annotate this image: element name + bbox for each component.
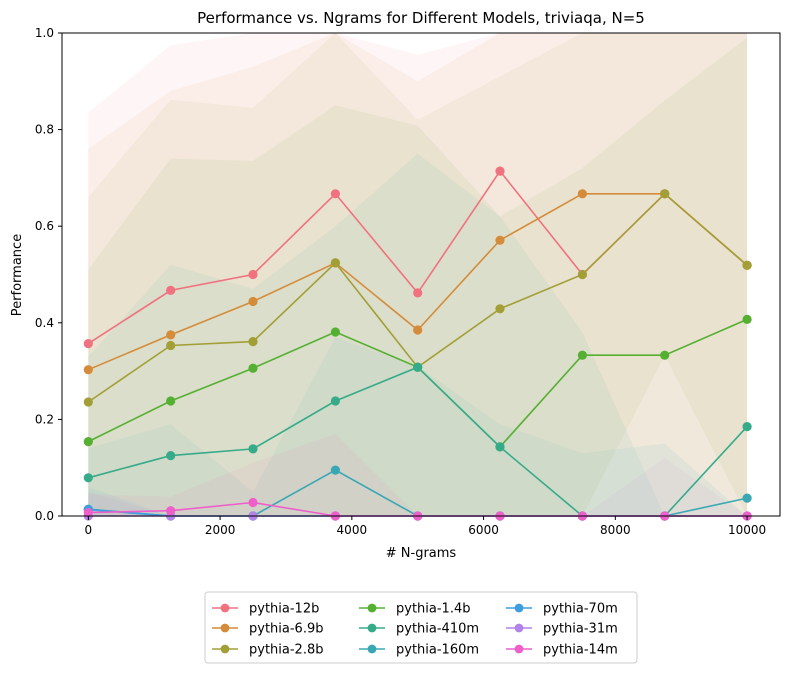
point-pythia-6.9b-1250 <box>166 330 176 340</box>
point-pythia-2.8b-1250 <box>166 340 176 351</box>
band-pythia-14m <box>88 433 748 516</box>
y-axis-label: Performance <box>10 234 25 316</box>
x-tick-label: 6000 <box>468 523 499 537</box>
point-pythia-2.8b-6250 <box>495 304 505 314</box>
legend-label-pythia-160m: pythia-160m <box>396 643 479 658</box>
x-axis-ticks: 0 2000 4000 6000 8000 10000 <box>85 516 766 537</box>
point-pythia-2.8b-3750 <box>330 258 340 268</box>
x-tick-label: 4000 <box>337 523 368 537</box>
point-pythia-1.4b-7500 <box>577 350 588 360</box>
legend-frame <box>204 591 638 664</box>
y-tick-label: 1.0 <box>35 26 54 40</box>
band-pythia-2.8b <box>88 33 748 516</box>
point-pythia-12b-1250 <box>166 285 176 295</box>
point-pythia-14m-0 <box>83 507 93 518</box>
legend-label-pythia-12b: pythia-12b <box>249 602 319 617</box>
point-pythia-410m-5000 <box>413 362 423 372</box>
y-tick-label: 0.6 <box>35 219 54 233</box>
y-tick-label: 0.4 <box>35 316 54 330</box>
y-tick-label: 0.2 <box>35 412 54 426</box>
point-pythia-1.4b-2500 <box>248 363 258 373</box>
legend-label-pythia-6.9b: pythia-6.9b <box>249 622 323 637</box>
point-pythia-410m-2500 <box>248 444 258 454</box>
legend-label-pythia-70m: pythia-70m <box>543 602 618 617</box>
legend-marker-pythia-70m <box>514 603 524 613</box>
point-pythia-12b-5000 <box>413 288 423 298</box>
x-tick-label: 2000 <box>205 523 236 537</box>
x-tick-label: 10000 <box>728 523 766 537</box>
point-pythia-1.4b-3750 <box>330 327 340 337</box>
point-pythia-1.4b-8750 <box>660 350 670 360</box>
legend-label-pythia-2.8b: pythia-2.8b <box>249 643 323 658</box>
point-pythia-14m-2500 <box>248 497 258 508</box>
legend: pythia-12b pythia-6.9b pythia-2.8b pythia-1… <box>204 591 638 664</box>
band-pythia-160m <box>88 337 748 516</box>
x-tick-label: 0 <box>85 523 93 537</box>
point-pythia-2.8b-7500 <box>577 269 588 280</box>
band-pythia-12b <box>88 33 748 516</box>
point-pythia-410m-0 <box>83 473 93 483</box>
point-pythia-14m-1250 <box>166 506 176 516</box>
legend-marker-pythia-1.4b <box>367 603 377 613</box>
point-pythia-6.9b-6250 <box>495 235 505 245</box>
chart-title: Performance vs. Ngrams for Different Mod… <box>197 9 645 27</box>
legend-label-pythia-31m: pythia-31m <box>543 622 618 637</box>
legend-marker-pythia-31m <box>514 623 524 633</box>
y-tick-label: 0.0 <box>35 509 54 523</box>
point-pythia-2.8b-0 <box>83 397 93 407</box>
point-pythia-410m-10000 <box>742 422 752 432</box>
legend-label-pythia-14m: pythia-14m <box>543 643 618 658</box>
point-pythia-410m-1250 <box>166 451 176 461</box>
point-pythia-1.4b-0 <box>83 437 93 447</box>
point-pythia-160m-3750 <box>330 465 340 475</box>
point-pythia-2.8b-8750 <box>660 189 670 199</box>
point-pythia-410m-6250 <box>495 442 505 452</box>
point-pythia-6.9b-5000 <box>413 325 423 335</box>
y-tick-label: 0.8 <box>35 123 54 137</box>
legend-label-pythia-410m: pythia-410m <box>396 622 479 637</box>
legend-marker-pythia-2.8b <box>220 644 230 654</box>
band-pythia-6.9b <box>88 33 748 516</box>
point-pythia-160m-10000 <box>742 493 752 503</box>
band-pythia-31m <box>88 458 748 516</box>
legend-marker-pythia-14m <box>514 644 524 654</box>
point-pythia-12b-3750 <box>330 189 340 199</box>
legend-marker-pythia-12b <box>220 603 230 613</box>
point-pythia-12b-0 <box>83 339 93 349</box>
band-pythia-1.4b <box>88 37 748 517</box>
x-axis-label: # N-grams <box>386 546 457 561</box>
band-pythia-410m <box>88 153 748 517</box>
x-tick-label: 8000 <box>600 523 631 537</box>
point-pythia-6.9b-0 <box>83 365 93 375</box>
point-pythia-1.4b-10000 <box>742 314 752 324</box>
plot-frame <box>61 32 781 517</box>
legend-marker-pythia-410m <box>367 623 377 633</box>
point-pythia-12b-2500 <box>248 269 258 280</box>
y-axis-ticks: 0.0 0.2 0.4 0.6 0.8 1.0 <box>35 26 62 523</box>
band-pythia-70m <box>88 487 748 516</box>
point-pythia-6.9b-2500 <box>248 296 258 307</box>
legend-marker-pythia-6.9b <box>220 623 230 633</box>
point-pythia-410m-3750 <box>330 396 340 406</box>
point-pythia-2.8b-2500 <box>248 337 258 347</box>
point-pythia-2.8b-10000 <box>742 260 752 270</box>
point-pythia-1.4b-1250 <box>166 396 176 406</box>
legend-marker-pythia-160m <box>367 644 377 654</box>
point-pythia-6.9b-7500 <box>577 189 588 199</box>
confidence-bands <box>88 33 748 517</box>
point-pythia-12b-6250 <box>495 166 505 176</box>
legend-label-pythia-1.4b: pythia-1.4b <box>396 602 470 617</box>
